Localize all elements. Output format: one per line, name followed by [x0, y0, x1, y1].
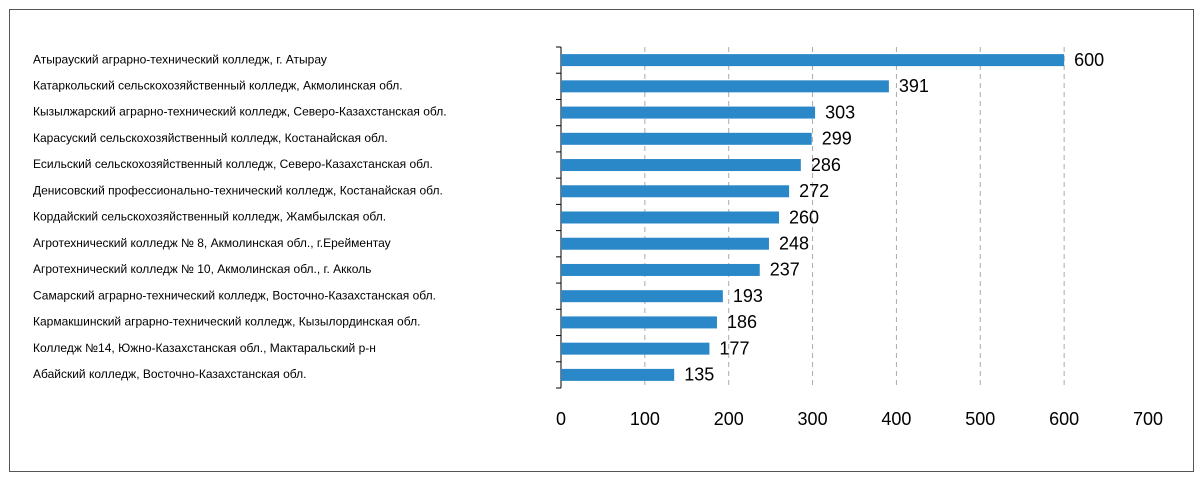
category-label: Агротехнический колледж № 8, Акмолинская… [33, 236, 391, 250]
x-tick-label: 400 [881, 409, 911, 429]
value-label: 193 [733, 286, 763, 306]
value-label: 248 [779, 233, 809, 253]
category-label: Катаркольский сельскохозяйственный колле… [33, 79, 403, 93]
value-label: 272 [799, 181, 829, 201]
category-label: Кызылжарский аграрно-технический колледж… [33, 105, 447, 119]
bar [561, 211, 780, 224]
bar [561, 54, 1065, 67]
bar [561, 368, 675, 381]
value-label: 391 [899, 76, 929, 96]
x-tick-label: 300 [798, 409, 828, 429]
value-label: 177 [719, 338, 749, 358]
value-label: 299 [822, 129, 852, 149]
category-label: Карасуский сельскохозяйственный колледж,… [33, 131, 388, 145]
value-label: 237 [770, 260, 800, 280]
bar [561, 237, 769, 250]
category-label: Колледж №14, Южно-Казахстанская обл., Ма… [33, 341, 376, 355]
category-label: Агротехнический колледж № 10, Акмолинска… [33, 262, 371, 276]
x-tick-label: 600 [1049, 409, 1079, 429]
x-tick-label: 700 [1133, 409, 1163, 429]
bar [561, 263, 760, 276]
bar [561, 185, 790, 198]
bar [561, 159, 801, 172]
value-label: 303 [825, 102, 855, 122]
bar [561, 342, 710, 355]
x-tick-label: 100 [630, 409, 660, 429]
value-label: 286 [811, 155, 841, 175]
category-label: Абайский колледж, Восточно-Казахстанская… [33, 367, 306, 381]
value-label: 186 [727, 312, 757, 332]
x-tick-label: 0 [556, 409, 566, 429]
bar [561, 80, 889, 93]
category-label: Кармакшинский аграрно-технический коллед… [33, 315, 420, 329]
x-tick-label: 500 [965, 409, 995, 429]
value-label: 260 [789, 207, 819, 227]
bar [561, 316, 717, 329]
bar [561, 132, 812, 145]
category-label: Атырауский аграрно-технический колледж, … [33, 52, 327, 66]
category-label: Есильский сельскохозяйственный колледж, … [33, 157, 433, 171]
frame [9, 9, 1194, 472]
bar [561, 290, 723, 303]
bar [561, 106, 816, 119]
value-label: 600 [1074, 50, 1104, 70]
value-label: 135 [684, 365, 714, 385]
category-label: Кордайский сельскохозяйственный колледж,… [33, 210, 386, 224]
category-label: Самарский аграрно-технический колледж, В… [33, 288, 436, 302]
x-tick-label: 200 [714, 409, 744, 429]
category-label: Денисовский профессионально-технический … [33, 183, 443, 197]
